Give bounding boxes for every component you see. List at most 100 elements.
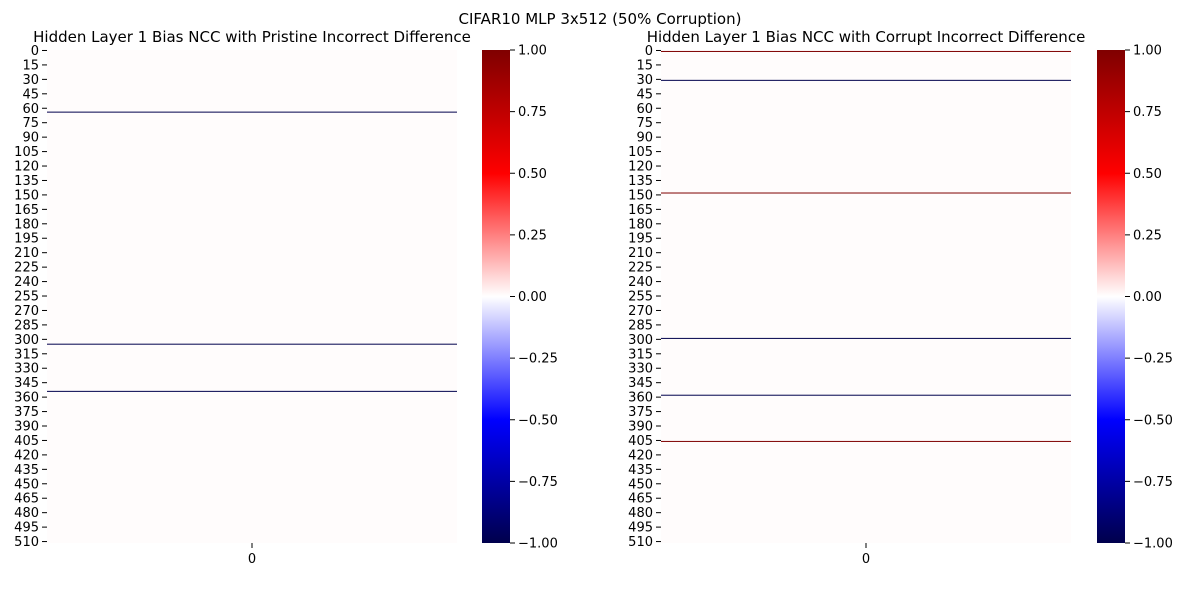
y-tick-label: 465 [628,492,653,507]
y-tick-label: 60 [22,102,39,117]
colorbar-tick-label: 0.25 [518,228,547,243]
y-tick-label: 195 [14,232,39,247]
y-tick-label: 450 [628,477,653,492]
y-tick-label: 150 [14,188,39,203]
colorbar-tick-label: −1.00 [1133,537,1173,552]
y-tick-label: 465 [14,492,39,507]
y-tick-label: 135 [628,174,653,189]
y-tick-label: 165 [628,203,653,218]
y-tick-label: 255 [14,290,39,305]
y-tick-label: 405 [628,434,653,449]
y-tick-label: 360 [628,391,653,406]
heatmap-cell [47,390,457,392]
heatmap-cell [661,440,1071,442]
colorbar-tick-label: −0.75 [518,475,558,490]
colorbar-tick-label: −0.50 [518,413,558,428]
colorbar [1097,50,1125,543]
colorbar-tick-label: −0.75 [1133,475,1173,490]
y-tick-label: 405 [14,434,39,449]
colorbar-tick-label: 0.25 [1133,228,1162,243]
y-tick-label: 315 [628,347,653,362]
y-tick-label: 120 [14,160,39,175]
y-tick-label: 315 [14,347,39,362]
y-tick-label: 495 [14,521,39,536]
y-tick-label: 480 [628,506,653,521]
y-tick-label: 165 [14,203,39,218]
heatmap-panel-corrupt: Hidden Layer 1 Bias NCC with Corrupt Inc… [628,28,1173,567]
heatmap-panel-pristine: Hidden Layer 1 Bias NCC with Pristine In… [14,28,558,567]
y-tick-label: 0 [31,44,39,59]
colorbar-tick-label: 1.00 [1133,44,1162,59]
y-tick-label: 345 [14,376,39,391]
colorbar [482,50,510,543]
y-tick-label: 240 [14,275,39,290]
colorbar-tick-label: 0.00 [1133,290,1162,305]
colorbar-tick-label: 0.75 [1133,105,1162,120]
colorbar-tick-label: 0.50 [518,167,547,182]
y-tick-label: 285 [14,318,39,333]
y-tick-label: 375 [628,405,653,420]
y-tick-label: 90 [22,131,39,146]
x-tick-label: 0 [862,552,870,567]
y-tick-label: 120 [628,160,653,175]
y-tick-label: 225 [628,261,653,276]
colorbar-tick-label: 1.00 [518,44,547,59]
y-tick-label: 495 [628,521,653,536]
y-tick-label: 60 [636,102,653,117]
x-tick-label: 0 [248,552,256,567]
heatmap-background [661,50,1071,543]
heatmap-cell [661,337,1071,339]
heatmap-title: Hidden Layer 1 Bias NCC with Pristine In… [33,28,471,46]
y-tick-label: 285 [628,318,653,333]
heatmap-background [47,50,457,543]
y-tick-label: 135 [14,174,39,189]
y-tick-label: 300 [628,333,653,348]
y-tick-label: 45 [22,87,39,102]
y-tick-label: 240 [628,275,653,290]
y-tick-label: 390 [14,420,39,435]
heatmap-cell [661,50,1071,52]
y-tick-label: 360 [14,391,39,406]
y-tick-label: 180 [628,217,653,232]
y-tick-label: 270 [14,304,39,319]
y-tick-label: 420 [628,448,653,463]
y-tick-label: 450 [14,477,39,492]
y-tick-label: 510 [14,535,39,550]
colorbar-tick-label: 0.75 [518,105,547,120]
y-tick-label: 30 [636,73,653,88]
colorbar-tick-label: 0.00 [518,290,547,305]
y-tick-label: 15 [636,58,653,73]
y-tick-label: 435 [628,463,653,478]
y-tick-label: 420 [14,448,39,463]
heatmap-cell [661,192,1071,194]
y-tick-label: 300 [14,333,39,348]
y-tick-label: 210 [14,246,39,261]
heatmap-title: Hidden Layer 1 Bias NCC with Corrupt Inc… [647,28,1086,46]
y-tick-label: 75 [636,116,653,131]
y-tick-label: 45 [636,87,653,102]
figure-suptitle: CIFAR10 MLP 3x512 (50% Corruption) [459,10,742,28]
y-tick-label: 330 [628,362,653,377]
y-tick-label: 105 [628,145,653,160]
y-tick-label: 0 [645,44,653,59]
y-tick-label: 480 [14,506,39,521]
colorbar-tick-label: −1.00 [518,537,558,552]
y-tick-label: 15 [22,58,39,73]
heatmap-cell [661,79,1071,81]
colorbar-tick-label: 0.50 [1133,167,1162,182]
y-tick-label: 330 [14,362,39,377]
y-tick-label: 210 [628,246,653,261]
y-tick-label: 510 [628,535,653,550]
y-tick-label: 150 [628,188,653,203]
colorbar-tick-label: −0.25 [518,352,558,367]
heatmap-cell [47,343,457,345]
y-tick-label: 345 [628,376,653,391]
y-tick-label: 195 [628,232,653,247]
colorbar-tick-label: −0.25 [1133,352,1173,367]
y-tick-label: 90 [636,131,653,146]
y-tick-label: 225 [14,261,39,276]
heatmap-cell [47,111,457,113]
y-tick-label: 270 [628,304,653,319]
y-tick-label: 180 [14,217,39,232]
colorbar-tick-label: −0.50 [1133,413,1173,428]
